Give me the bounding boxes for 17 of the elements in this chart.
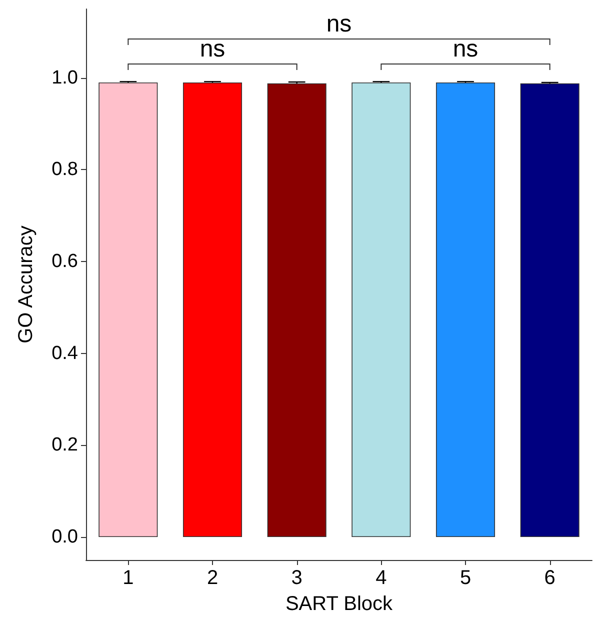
y-tick-label: 0.6 [52,251,78,272]
annotation: ns [326,10,352,38]
x-tick-label: 5 [460,567,472,589]
x-tick-label: 2 [206,567,218,589]
y-tick-label: 0.4 [52,342,78,364]
y-tick-label: 1.0 [52,67,78,88]
y-tick-label: 0.2 [52,434,78,456]
x-axis-title: SART Block [285,593,394,615]
x-tick-label: 6 [544,567,556,589]
annotation: ns [452,36,478,62]
x-tick-label: 3 [291,567,302,589]
x-tick-label: 1 [122,567,134,589]
y-tick-label: 0.0 [52,526,78,548]
x-tick-label: 4 [376,567,387,589]
y-axis-title: GO Accuracy [15,226,37,344]
y-tick-label: 0.8 [52,159,78,180]
annotation: ns [200,36,226,62]
